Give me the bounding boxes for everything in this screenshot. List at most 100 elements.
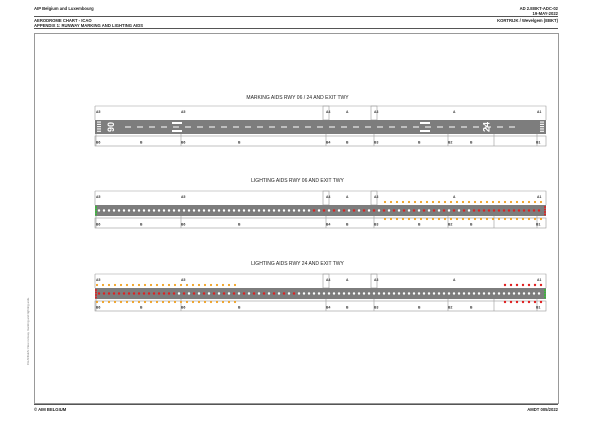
runway-edge-light (167, 300, 171, 304)
centreline-light (157, 292, 161, 295)
centreline-light (232, 209, 236, 212)
taxiway-label-top: A (346, 195, 349, 199)
runway-edge-light (509, 200, 513, 204)
runway-edge-light (383, 200, 387, 204)
runway-edge-light (167, 283, 171, 287)
threshold-bar (540, 126, 544, 128)
red-bar-light (521, 300, 525, 304)
taxiway-edge (95, 105, 547, 120)
centreline-light (222, 209, 226, 212)
centreline-light (472, 292, 476, 295)
runway-edge-light (425, 200, 429, 204)
taxiway-label-bottom: B (346, 223, 349, 227)
runway-edge-light (401, 217, 405, 221)
threshold-light (95, 211, 97, 213)
centreline-light (292, 292, 296, 295)
runway-edge-light (179, 283, 183, 287)
runway-edge-light (101, 300, 105, 304)
centreline-light (252, 209, 256, 212)
runway-edge-light (431, 200, 435, 204)
parallel-taxiway (94, 300, 547, 312)
runway-edge-light (173, 300, 177, 304)
threshold-bar (540, 123, 544, 125)
taxiway-label-top: A1 (537, 110, 541, 114)
centreline-light (277, 209, 281, 212)
runway-edge-light (143, 283, 147, 287)
runway-edge-light (233, 283, 237, 287)
lighting-rwy06-title: LIGHTING AIDS RWY 06 AND EXIT TWY (251, 178, 344, 184)
taxiway-label-top: A4 (326, 110, 330, 114)
aerodrome-location: KORTRIJK / Wevelgem (EBKT) (497, 18, 558, 23)
centreline-light (212, 209, 216, 212)
runway-edge-light (515, 200, 519, 204)
red-bar-light (509, 300, 513, 304)
centreline-light (367, 209, 371, 212)
centreline-light (277, 292, 281, 295)
taxiway-label-bottom: B2 (448, 223, 452, 227)
taxiway-label-bottom: B (346, 306, 349, 310)
centreline-dash (425, 126, 431, 128)
runway-edge-light (209, 283, 213, 287)
runway-edge-light (503, 200, 507, 204)
taxiway-label-bottom: B (418, 223, 421, 227)
red-bar-light (503, 300, 507, 304)
centreline-light (107, 292, 111, 295)
centreline-light (352, 292, 356, 295)
taxiway-label-bottom: B (470, 306, 473, 310)
centreline-dash (173, 126, 179, 128)
centreline-light (152, 209, 156, 212)
runway-edge-light (173, 283, 177, 287)
parallel-taxiway (94, 217, 547, 229)
centreline-light (532, 292, 536, 295)
centreline-light (197, 292, 201, 295)
centreline-dash (281, 126, 287, 128)
runway-end-light (544, 206, 546, 208)
centreline-light (287, 292, 291, 295)
centreline-light (432, 209, 436, 212)
runway-end-light (95, 296, 97, 299)
centreline-light (347, 209, 351, 212)
centreline-light (432, 292, 436, 295)
centreline-dash (413, 126, 419, 128)
runway-edge-light (389, 200, 393, 204)
taxiway-label-top: A5 (96, 195, 100, 199)
runway-edge-light (395, 200, 399, 204)
runway-edge-light (437, 200, 441, 204)
runway-designator-24: 24 (481, 122, 491, 132)
taxiway-label-bottom: B3 (374, 223, 378, 227)
runway-edge-light (515, 217, 519, 221)
centreline-dash (305, 126, 311, 128)
centreline-light (492, 292, 496, 295)
centreline-light (477, 209, 481, 212)
centreline-light (162, 209, 166, 212)
centreline-light (332, 209, 336, 212)
centreline-light (237, 209, 241, 212)
centreline-dash (137, 126, 143, 128)
taxiway-label-top: A3 (374, 110, 378, 114)
runway-edge-light (143, 300, 147, 304)
centreline-dash (161, 126, 167, 128)
red-bar-light (503, 283, 507, 287)
threshold-light (95, 206, 97, 208)
centreline-dash (329, 126, 335, 128)
centreline-light (262, 292, 266, 295)
taxiway-label-top: A3 (374, 278, 378, 282)
runway-edge-light (209, 300, 213, 304)
runway-edge-light (449, 200, 453, 204)
centreline-light (357, 209, 361, 212)
runway-edge-light (221, 300, 225, 304)
red-bar-light (521, 283, 525, 287)
centreline-dash (353, 126, 359, 128)
centreline-light (102, 209, 106, 212)
doc-date: 19-MAY-2022 (532, 11, 558, 16)
runway-edge-light (119, 300, 123, 304)
runway-end-light (95, 291, 97, 294)
centreline-dash (473, 126, 479, 128)
runway-edge-light (455, 200, 459, 204)
centreline-light (132, 209, 136, 212)
red-bar-light (539, 283, 543, 287)
centreline-dash (293, 126, 299, 128)
centreline-dash (341, 126, 347, 128)
chart-type: AERODROME CHART - ICAO (34, 18, 92, 23)
centreline-dash (209, 126, 215, 128)
